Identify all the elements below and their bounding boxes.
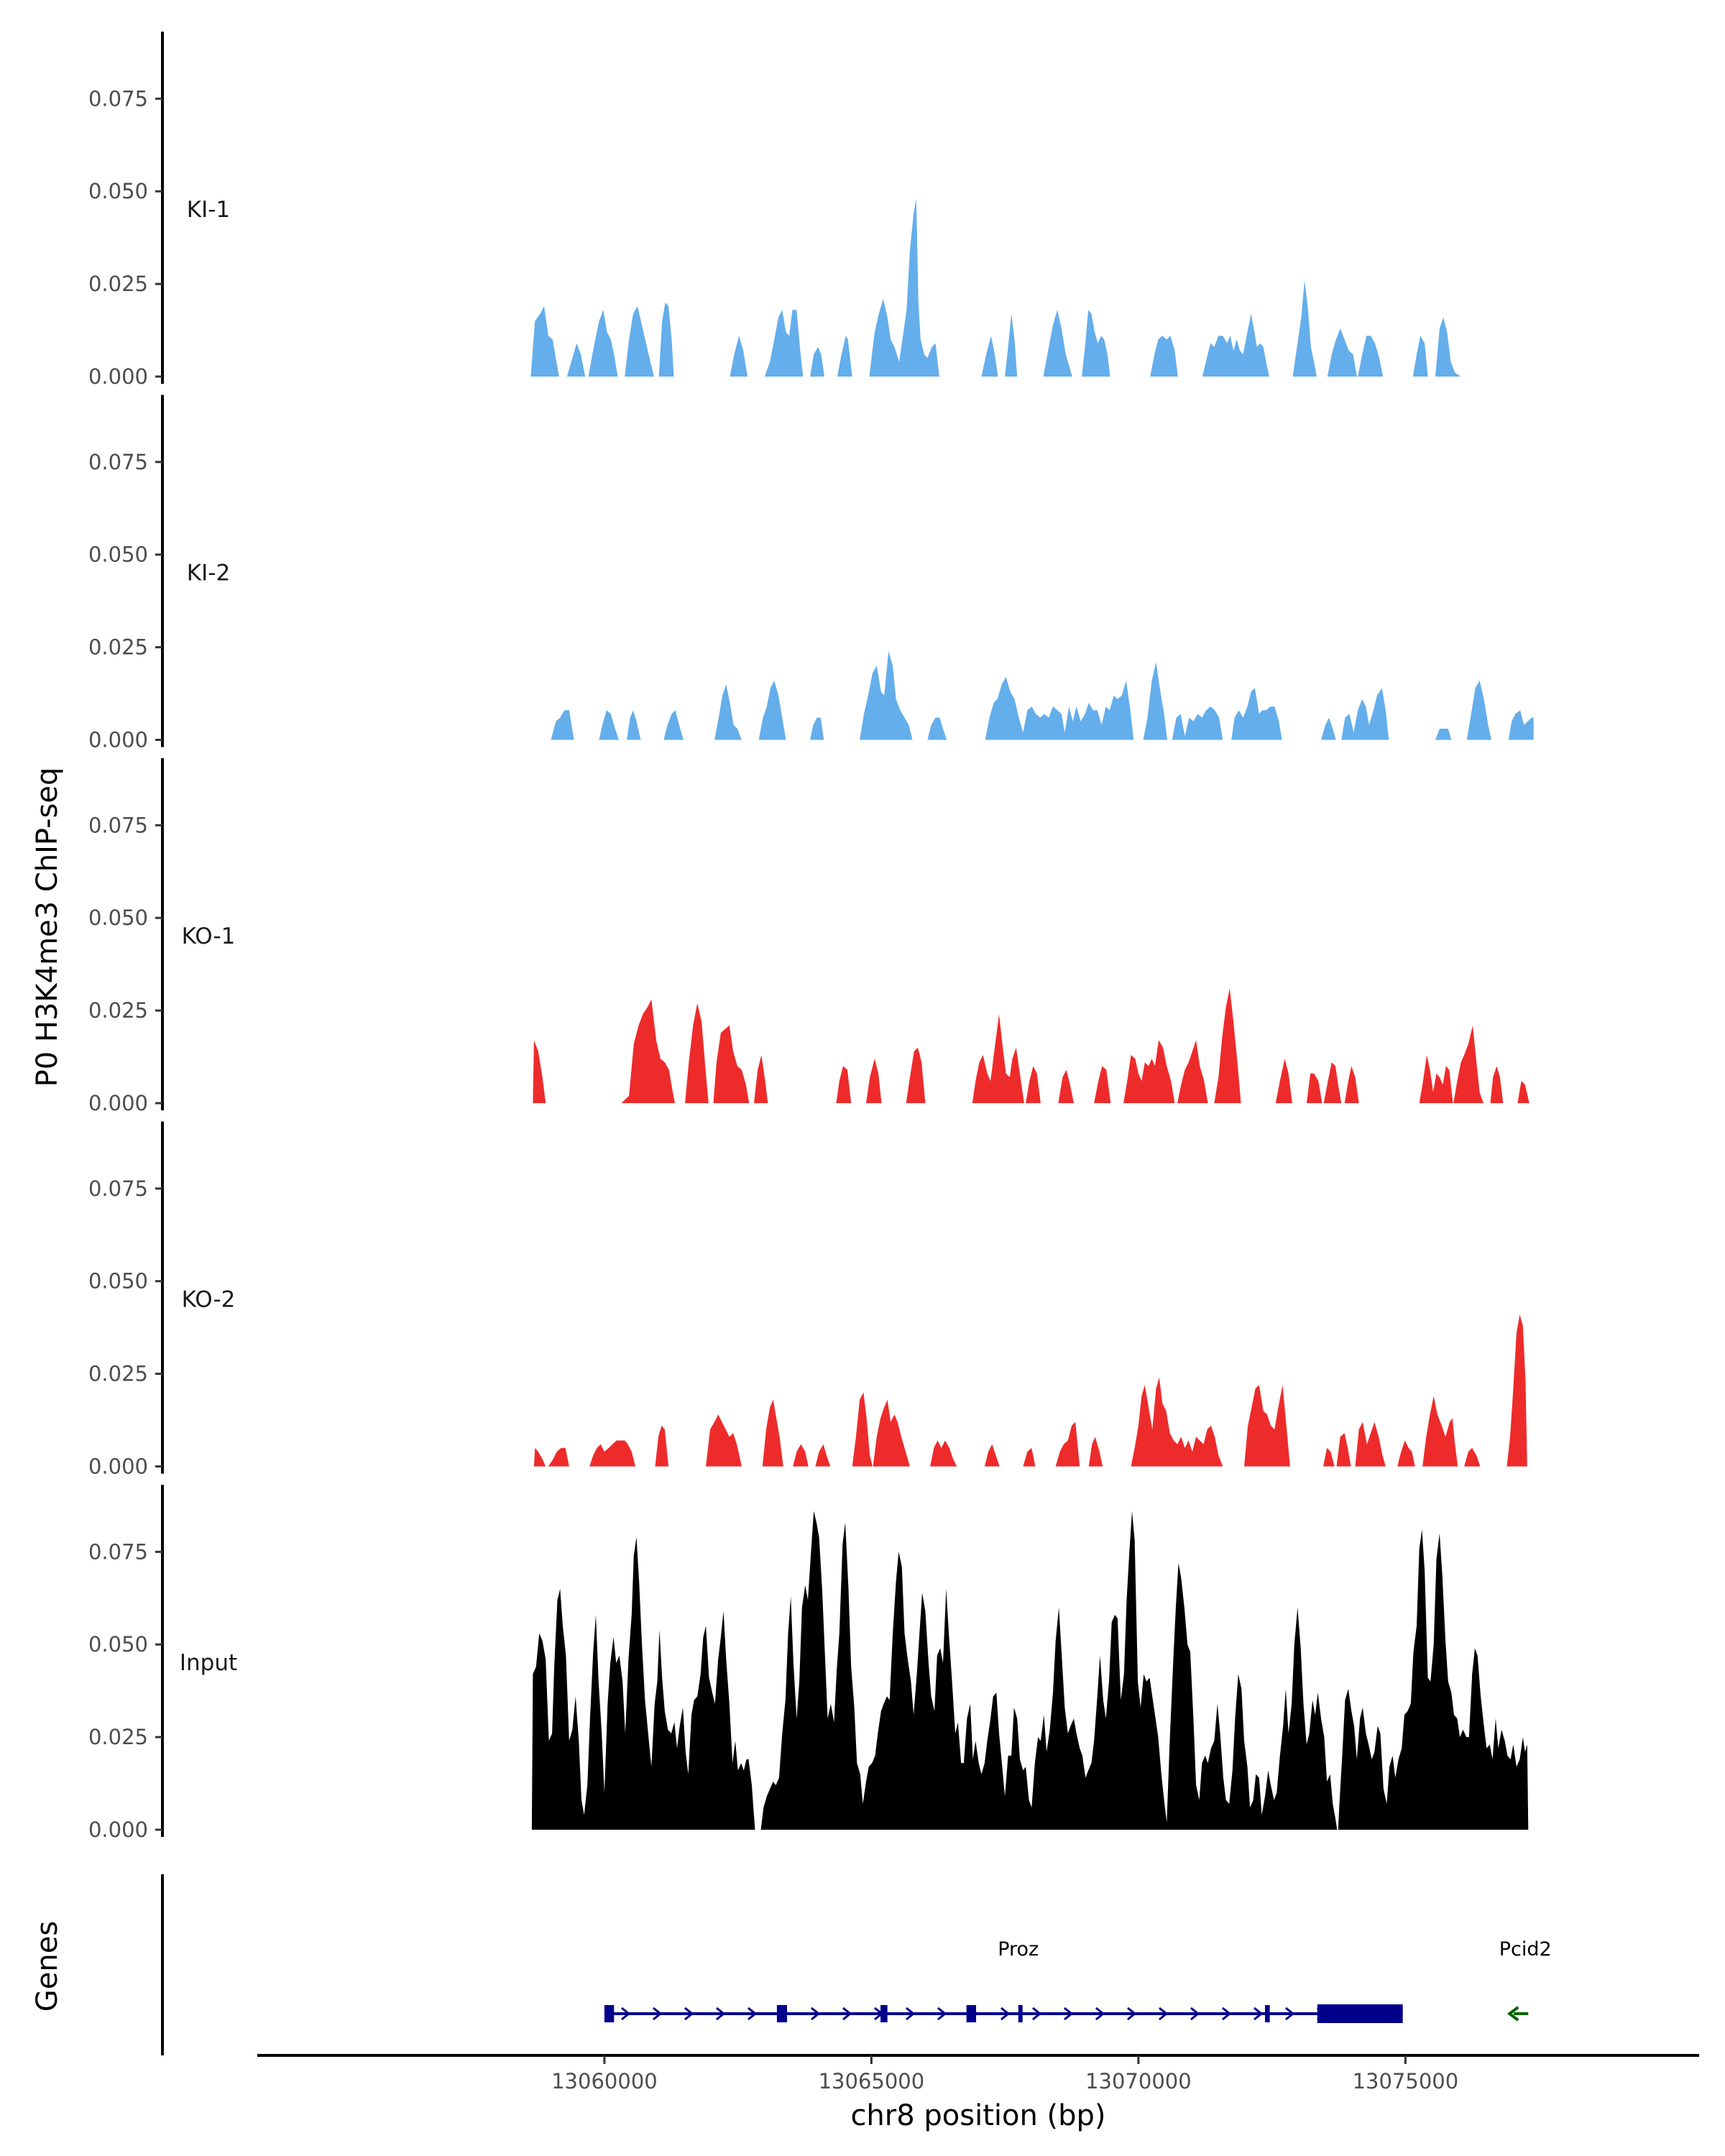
track-ko-1: 0.000 0.025 0.050 0.075 KO-1 <box>88 758 1530 1115</box>
gene-panel-title: Genes <box>31 1921 64 2012</box>
y-tick-label: 0.050 <box>88 179 148 203</box>
x-tick-label: 13070000 <box>1085 2069 1192 2093</box>
coverage-area-ko-2 <box>533 1314 1527 1467</box>
strand-arrow-left <box>1506 2006 1519 2022</box>
y-tick-label: 0.075 <box>88 813 148 837</box>
gene-proz: Proz <box>604 1938 1403 2023</box>
gene-pcid2: Pcid2 <box>1499 1938 1552 2022</box>
y-tick-label: 0.050 <box>88 543 148 567</box>
y-tick-label: 0.025 <box>88 1725 148 1749</box>
track-label-ki-2: KI-2 <box>187 561 230 586</box>
strand-chevron <box>937 2007 947 2021</box>
y-tick-label: 0.025 <box>88 1362 148 1386</box>
strand-chevron <box>1158 2007 1169 2021</box>
x-axis-title: chr8 position (bp) <box>850 2099 1105 2132</box>
track-label-ko-2: KO-2 <box>182 1287 236 1313</box>
strand-chevron <box>715 2007 726 2021</box>
y-axis-title: P0 H3K4me3 ChIP-seq <box>31 768 64 1087</box>
exon <box>880 2005 888 2022</box>
gene-label-pcid2: Pcid2 <box>1499 1938 1552 1961</box>
strand-chevron <box>810 2007 821 2021</box>
coverage-area-ko-1 <box>533 988 1530 1103</box>
y-tick-label: 0.050 <box>88 906 148 930</box>
exon <box>966 2005 977 2022</box>
strand-chevron <box>652 2007 663 2021</box>
y-tick-label: 0.025 <box>88 635 148 660</box>
strand-chevron <box>1126 2007 1137 2021</box>
y-tick-label: 0.075 <box>88 86 148 111</box>
track-label-ki-1: KI-1 <box>187 197 230 223</box>
y-tick-label: 0.000 <box>88 728 148 752</box>
strand-chevron <box>1031 2007 1042 2021</box>
x-axis: 13060000 13065000 13070000 13075000 <box>257 2054 1699 2093</box>
exon <box>1264 2005 1270 2022</box>
track-ki-1: 0.000 0.025 0.050 0.075 KI-1 <box>88 32 1461 389</box>
y-tick-label: 0.000 <box>88 1091 148 1115</box>
strand-chevron <box>1221 2007 1232 2021</box>
x-tick-label: 13075000 <box>1353 2069 1459 2093</box>
y-tick-label: 0.000 <box>88 364 148 389</box>
exon <box>604 2005 615 2022</box>
strand-chevron <box>842 2007 852 2021</box>
y-tick-label: 0.075 <box>88 1176 148 1201</box>
strand-chevron <box>747 2007 758 2021</box>
strand-chevron <box>905 2007 916 2021</box>
strand-chevron <box>1284 2007 1295 2021</box>
strand-chevron <box>1190 2007 1200 2021</box>
strand-chevron <box>1095 2007 1105 2021</box>
gene-label-proz: Proz <box>998 1938 1039 1961</box>
track-label-ko-1: KO-1 <box>182 923 236 949</box>
y-tick-label: 0.050 <box>88 1269 148 1294</box>
exon <box>776 2005 788 2022</box>
x-tick-label: 13060000 <box>551 2069 658 2093</box>
y-tick-label: 0.075 <box>88 1539 148 1564</box>
coverage-tracks: 0.0000.0250.0500.075KI-10.0000.0250.0500… <box>88 32 1534 1842</box>
strand-chevron <box>684 2007 694 2021</box>
y-tick-label: 0.050 <box>88 1632 148 1657</box>
gene-track: Proz Pcid2 <box>161 1874 1552 2055</box>
y-tick-label: 0.075 <box>88 450 148 474</box>
y-tick-label: 0.000 <box>88 1455 148 1479</box>
exon <box>1317 2004 1403 2023</box>
track-ko-2: 0.000 0.025 0.050 0.075 KO-2 <box>88 1121 1527 1479</box>
exon <box>1018 2005 1023 2022</box>
coverage-area-input <box>531 1511 1529 1830</box>
coverage-area-ki-2 <box>551 650 1534 740</box>
y-tick-label: 0.000 <box>88 1818 148 1842</box>
strand-chevron <box>1000 2007 1011 2021</box>
y-tick-label: 0.025 <box>88 272 148 296</box>
strand-chevron <box>1253 2007 1264 2021</box>
track-ki-2: 0.000 0.025 0.050 0.075 KI-2 <box>88 395 1534 752</box>
strand-chevron <box>1063 2007 1074 2021</box>
strand-chevron <box>620 2007 631 2021</box>
track-label-input: Input <box>180 1650 237 1676</box>
coverage-area-ki-1 <box>530 198 1461 377</box>
y-tick-label: 0.025 <box>88 998 148 1023</box>
x-tick-label: 13065000 <box>819 2069 925 2093</box>
track-input: 0.000 0.025 0.050 0.075 Input <box>88 1485 1529 1842</box>
